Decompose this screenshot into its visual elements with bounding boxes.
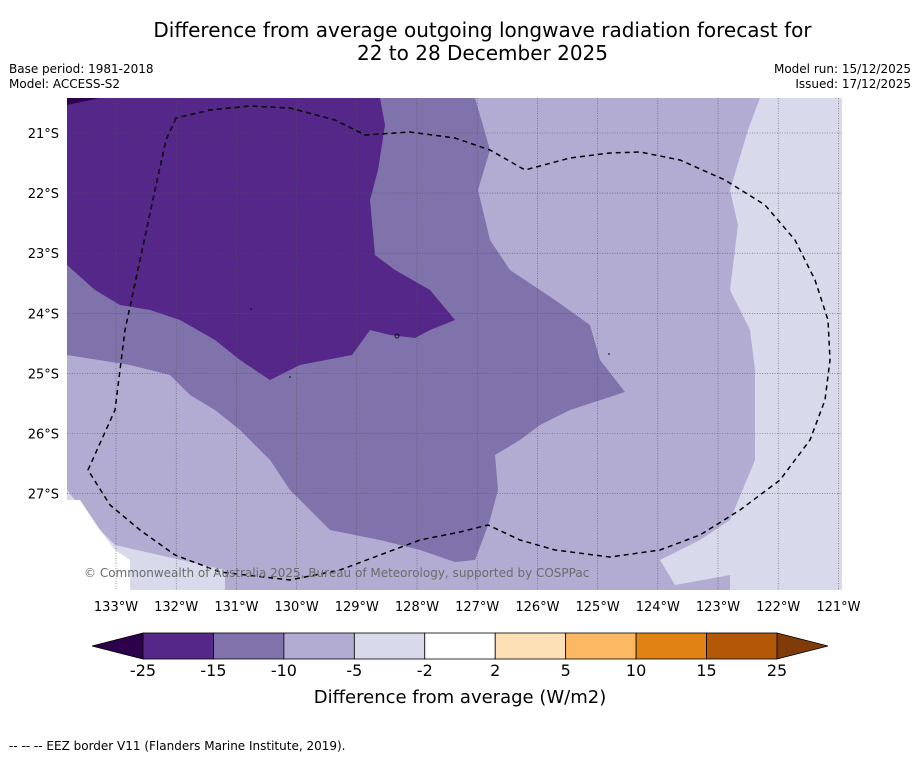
longitude-label-10: 123°W xyxy=(696,600,740,615)
colorbar-segment-0 xyxy=(142,632,214,660)
latitude-label-4: 25°S xyxy=(28,367,59,382)
longitude-label-9: 124°W xyxy=(636,600,680,615)
contour-layers xyxy=(67,98,842,590)
latitude-label-1: 22°S xyxy=(28,187,59,202)
map-title-line-2: 22 to 28 December 2025 xyxy=(356,41,608,65)
meta-left: Base period: 1981-2018 Model: ACCESS-S2 xyxy=(9,62,154,92)
colorbar-label: Difference from average (W/m2) xyxy=(314,687,606,708)
colorbar: -25 -15 -10 -5 -2 2 5 10 15 25 xyxy=(91,632,829,680)
eez-border xyxy=(87,105,831,581)
small-contour-islands xyxy=(250,308,610,378)
colorbar-segment-4 xyxy=(424,632,496,660)
longitude-labels: 133°W 132°W 131°W 130°W 129°W 128°W 127°W 126°W… xyxy=(94,600,861,615)
meta-right: Model run: 15/12/2025 Issued: 17/12/2025 xyxy=(774,62,911,92)
colorbar-tick-8: 15 xyxy=(696,661,716,680)
contour-dot-d xyxy=(289,376,291,378)
colorbar-tick-7: 10 xyxy=(626,661,646,680)
longitude-label-5: 128°W xyxy=(395,600,439,615)
map-title-line-1: Difference from average outgoing longwav… xyxy=(153,18,812,42)
colorbar-segment-1 xyxy=(213,632,285,660)
longitude-label-12: 121°W xyxy=(816,600,860,615)
gridlines xyxy=(67,98,842,590)
issued-date: Issued: 17/12/2025 xyxy=(795,77,911,91)
colorbar-segment-8 xyxy=(706,632,778,660)
latitude-label-0: 21°S xyxy=(28,127,59,142)
eez-footnote: -- -- -- EEZ border V11 (Flanders Marine… xyxy=(9,739,346,753)
longitude-label-4: 129°W xyxy=(335,600,379,615)
colorbar-segment-5 xyxy=(494,632,567,660)
model-name: Model: ACCESS-S2 xyxy=(9,77,121,91)
copyright-notice: © Commonwealth of Australia 2025, Bureau… xyxy=(84,566,589,580)
latitude-label-3: 24°S xyxy=(28,307,59,322)
colorbar-tick-0: -25 xyxy=(130,661,156,680)
colorbar-tick-3: -5 xyxy=(346,661,362,680)
colorbar-tick-6: 5 xyxy=(561,661,571,680)
longitude-label-2: 131°W xyxy=(214,600,258,615)
contour-dot-b xyxy=(394,333,400,339)
longitude-label-11: 122°W xyxy=(756,600,800,615)
colorbar-over-arrow xyxy=(776,632,829,660)
longitude-label-1: 132°W xyxy=(154,600,198,615)
colorbar-tick-1: -15 xyxy=(200,661,226,680)
longitude-label-8: 125°W xyxy=(576,600,620,615)
latitude-labels: 21°S 22°S 23°S 24°S 25°S 26°S 27°S xyxy=(28,127,59,503)
contour-fill-below-minus25 xyxy=(67,98,100,105)
latitude-label-6: 27°S xyxy=(28,488,59,503)
longitude-label-6: 127°W xyxy=(455,600,499,615)
longitude-label-3: 130°W xyxy=(275,600,319,615)
colorbar-segment-6 xyxy=(565,632,637,660)
contour-dot-a xyxy=(250,308,252,310)
base-period: Base period: 1981-2018 xyxy=(9,62,154,76)
colorbar-tick-2: -10 xyxy=(271,661,297,680)
colorbar-segment-7 xyxy=(635,632,707,660)
colorbar-tick-9: 25 xyxy=(767,661,787,680)
white-region-bottom-left xyxy=(67,500,130,590)
latitude-label-5: 26°S xyxy=(28,428,59,443)
latitude-label-2: 23°S xyxy=(28,247,59,262)
colorbar-segment-2 xyxy=(283,632,355,660)
colorbar-under-arrow xyxy=(91,632,144,660)
longitude-label-7: 126°W xyxy=(515,600,559,615)
colorbar-segment-3 xyxy=(353,632,426,660)
longitude-label-0: 133°W xyxy=(94,600,138,615)
contour-fill-minus25-to-minus15 xyxy=(67,98,455,380)
model-run: Model run: 15/12/2025 xyxy=(773,62,911,76)
colorbar-tick-5: 2 xyxy=(490,661,500,680)
colorbar-tick-4: -2 xyxy=(417,661,433,680)
contour-dot-c xyxy=(608,353,610,355)
